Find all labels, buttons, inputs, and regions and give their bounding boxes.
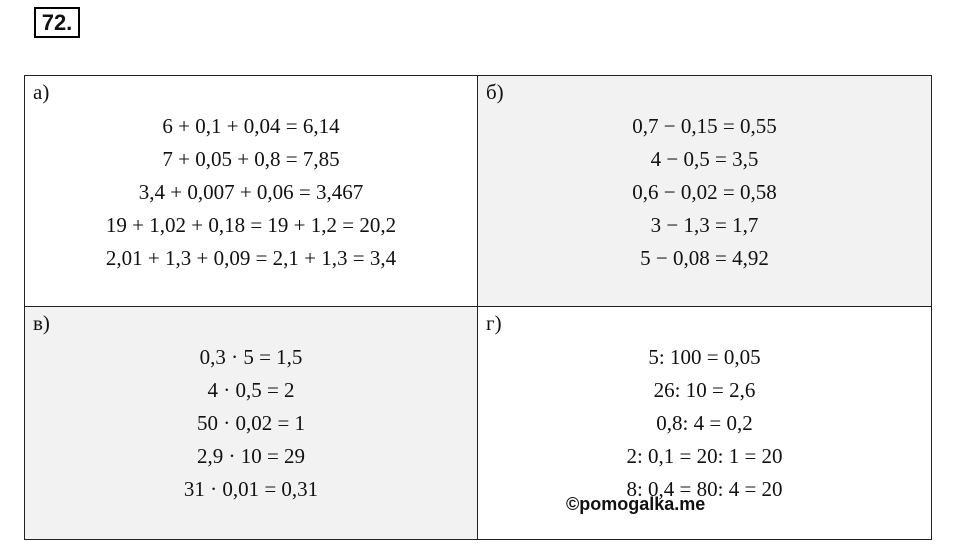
equation: 50 · 0,02 = 1 bbox=[196, 411, 306, 435]
table-cell: в) 0,3 · 5 = 1,5 4 · 0,5 = 2 50 · 0,02 = 1 2… bbox=[25, 307, 478, 539]
equation: 8: 0,4 = 80: 4 = 20 bbox=[626, 477, 783, 501]
equation: 0,6 − 0,02 = 0,58 bbox=[632, 180, 777, 204]
equation: 3,4 + 0,007 + 0,06 = 3,467 bbox=[138, 180, 364, 204]
table-cell: г) 5: 100 = 0,05 26: 10 = 2,6 0,8: 4 = 0,2 2… bbox=[478, 307, 931, 539]
equation: 2,01 + 1,3 + 0,09 = 2,1 + 1,3 = 3,4 bbox=[105, 246, 397, 270]
equation: 0,8: 4 = 0,2 bbox=[656, 411, 753, 435]
table-cell: б) 0,7 − 0,15 = 0,55 4 − 0,5 = 3,5 0,6 − 0,… bbox=[478, 76, 931, 307]
cell-lines: 0,3 · 5 = 1,5 4 · 0,5 = 2 50 · 0,02 = 1 2,9… bbox=[25, 341, 477, 506]
exercise-number: 72. bbox=[34, 7, 80, 38]
equation: 3 − 1,3 = 1,7 bbox=[650, 213, 759, 237]
equation: 6 + 0,1 + 0,04 = 6,14 bbox=[162, 114, 340, 138]
cell-label: г) bbox=[486, 311, 502, 335]
cell-lines: 5: 100 = 0,05 26: 10 = 2,6 0,8: 4 = 0,2 2: … bbox=[478, 341, 931, 506]
equation: 0,3 · 5 = 1,5 bbox=[199, 345, 303, 369]
equation: 0,7 − 0,15 = 0,55 bbox=[632, 114, 777, 138]
equation: 19 + 1,02 + 0,18 = 19 + 1,2 = 20,2 bbox=[105, 213, 397, 237]
equation: 4 − 0,5 = 3,5 bbox=[650, 147, 759, 171]
watermark: ©pomogalka.me bbox=[566, 494, 706, 514]
cell-lines: 6 + 0,1 + 0,04 = 6,14 7 + 0,05 + 0,8 = 7,… bbox=[25, 110, 477, 275]
equation: 2,9 · 10 = 29 bbox=[196, 444, 306, 468]
cell-label: а) bbox=[33, 80, 50, 104]
cell-label: б) bbox=[486, 80, 504, 104]
table-cell: а) 6 + 0,1 + 0,04 = 6,14 7 + 0,05 + 0,8 = … bbox=[25, 76, 478, 307]
cell-lines: 0,7 − 0,15 = 0,55 4 − 0,5 = 3,5 0,6 − 0,02… bbox=[478, 110, 931, 275]
equation: 7 + 0,05 + 0,8 = 7,85 bbox=[162, 147, 340, 171]
equation: 4 · 0,5 = 2 bbox=[207, 378, 295, 402]
equation: 26: 10 = 2,6 bbox=[653, 378, 756, 402]
equation: 2: 0,1 = 20: 1 = 20 bbox=[626, 444, 783, 468]
table: а) 6 + 0,1 + 0,04 = 6,14 7 + 0,05 + 0,8 = … bbox=[24, 75, 932, 540]
equation: 5: 100 = 0,05 bbox=[648, 345, 761, 369]
cell-label: в) bbox=[33, 311, 50, 335]
equation: 5 − 0,08 = 4,92 bbox=[640, 246, 769, 270]
equation: 31 · 0,01 = 0,31 bbox=[183, 477, 319, 501]
